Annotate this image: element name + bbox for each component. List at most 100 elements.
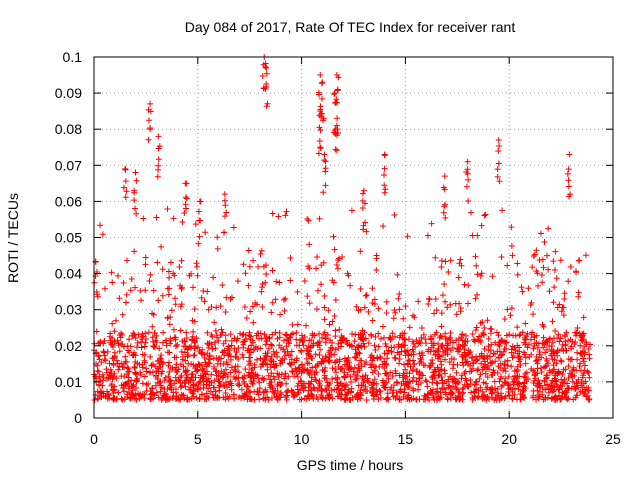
data-point <box>558 376 565 383</box>
data-point <box>107 372 114 379</box>
data-point <box>504 357 511 364</box>
data-point <box>440 209 447 216</box>
data-point <box>165 396 172 403</box>
data-point <box>480 379 487 386</box>
data-point <box>245 282 252 289</box>
data-point <box>91 396 98 403</box>
data-point <box>204 340 211 347</box>
data-point <box>119 311 126 318</box>
data-point <box>467 376 474 383</box>
data-point <box>357 248 364 255</box>
data-point <box>376 387 383 394</box>
data-point <box>392 370 399 377</box>
data-point <box>100 348 107 355</box>
data-point <box>283 396 290 403</box>
data-point <box>139 380 146 387</box>
data-point <box>186 272 193 279</box>
data-point <box>314 254 321 261</box>
data-point <box>571 340 578 347</box>
data-point <box>125 385 132 392</box>
data-point <box>131 248 138 255</box>
data-point <box>169 365 176 372</box>
data-point <box>141 373 148 380</box>
data-point <box>465 176 472 183</box>
data-point <box>437 333 444 340</box>
data-point <box>163 337 170 344</box>
data-point <box>431 366 438 373</box>
data-point <box>304 393 311 400</box>
data-point <box>444 304 451 311</box>
data-point <box>173 395 180 402</box>
data-point <box>389 373 396 380</box>
data-point <box>445 268 452 275</box>
data-point <box>233 374 240 381</box>
data-point <box>312 376 319 383</box>
data-point <box>123 291 130 298</box>
data-point <box>347 373 354 380</box>
data-point <box>495 137 502 144</box>
data-point <box>533 332 540 339</box>
data-point <box>178 372 185 379</box>
data-point <box>275 374 282 381</box>
data-point <box>435 340 442 347</box>
data-point <box>545 386 552 393</box>
data-point <box>484 374 491 381</box>
data-point <box>197 217 204 224</box>
data-point <box>422 340 429 347</box>
data-point <box>437 358 444 365</box>
data-point <box>481 354 488 361</box>
data-point <box>283 208 290 215</box>
data-point <box>105 391 112 398</box>
data-point <box>322 339 329 346</box>
data-point <box>376 363 383 370</box>
data-point <box>452 386 459 393</box>
data-point <box>449 365 456 372</box>
data-point <box>172 295 179 302</box>
data-point <box>368 332 375 339</box>
data-point <box>181 338 188 345</box>
data-point <box>147 387 154 394</box>
data-point <box>223 209 230 216</box>
data-point <box>470 359 477 366</box>
data-point <box>276 279 283 286</box>
data-point <box>529 264 536 271</box>
data-point <box>515 386 522 393</box>
data-point <box>450 356 457 363</box>
data-point <box>383 370 390 377</box>
data-point <box>400 361 407 368</box>
data-point <box>192 221 199 228</box>
data-point <box>109 320 116 327</box>
data-point <box>550 299 557 306</box>
data-point <box>149 369 156 376</box>
data-point <box>332 359 339 366</box>
data-point <box>329 277 336 284</box>
data-point <box>432 351 439 358</box>
data-point <box>155 394 162 401</box>
data-point <box>258 247 265 254</box>
data-point <box>348 385 355 392</box>
data-point <box>101 285 108 292</box>
data-point <box>473 262 480 269</box>
data-point <box>508 224 515 231</box>
data-point <box>478 360 485 367</box>
data-point <box>128 377 135 384</box>
data-point <box>158 352 165 359</box>
data-point <box>99 371 106 378</box>
data-point <box>534 357 541 364</box>
data-point <box>465 351 472 358</box>
data-point <box>196 233 203 240</box>
data-point <box>539 256 546 263</box>
data-point <box>438 263 445 270</box>
data-point <box>581 367 588 374</box>
data-point <box>522 354 529 361</box>
data-point <box>581 343 588 350</box>
data-point <box>261 388 268 395</box>
data-point <box>157 382 164 389</box>
data-point <box>480 331 487 338</box>
data-point <box>172 343 179 350</box>
data-point <box>341 374 348 381</box>
data-point <box>558 358 565 365</box>
data-point <box>200 384 207 391</box>
data-point <box>130 330 137 337</box>
data-point <box>571 383 578 390</box>
